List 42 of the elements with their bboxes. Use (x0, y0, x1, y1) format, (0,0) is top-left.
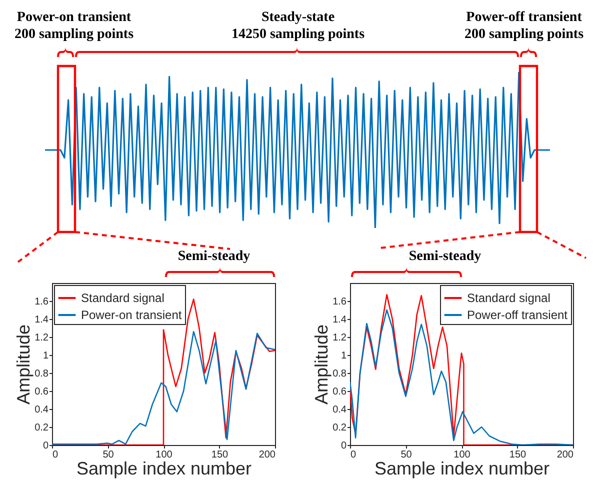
y-tick-label: 1.2 (332, 332, 347, 344)
y-tick-label: 0.6 (332, 386, 347, 398)
y-axis-title: Amplitude (14, 324, 34, 405)
y-tick-label: 0.8 (34, 368, 49, 380)
legend-label: Standard signal (467, 291, 550, 305)
x-tick-label: 0 (350, 450, 356, 460)
legend-label: Power-off transient (467, 308, 568, 322)
y-tick-label: 1.4 (332, 314, 347, 326)
text: Power-off transient 200 sampling points (464, 10, 584, 42)
x-tick-label: 50 (400, 450, 412, 460)
y-axis-title: Amplitude (312, 324, 332, 405)
y-tick-label: 1 (340, 350, 347, 362)
x-tick-label: 100 (156, 450, 173, 460)
y-tick-label: 1.6 (34, 296, 49, 308)
text: Steady-state 14250 sampling points (231, 10, 366, 42)
legend-label: Power-on transient (81, 308, 182, 322)
legend-label: Standard signal (81, 291, 164, 305)
x-tick-label: 200 (258, 450, 276, 460)
x-tick-label: 200 (556, 450, 574, 460)
x-tick-label: 100 (454, 450, 471, 460)
text: Semi-steady (408, 249, 482, 264)
x-axis-title: Sample index number (76, 458, 252, 478)
y-tick-label: 1 (42, 350, 49, 362)
x-tick-label: 50 (102, 450, 114, 460)
y-tick-label: 0.2 (332, 422, 347, 434)
x-tick-label: 150 (509, 450, 527, 460)
text: Semi-steady (178, 249, 250, 264)
y-tick-label: 0.4 (332, 404, 347, 416)
y-tick-label: 0 (340, 440, 347, 452)
y-tick-label: 0.2 (34, 422, 49, 434)
x-tick-label: 0 (52, 450, 58, 460)
text: Power-on transient 200 sampling points (14, 10, 134, 42)
y-tick-label: 1.2 (34, 332, 49, 344)
y-tick-label: 0.8 (332, 368, 347, 380)
y-tick-label: 0.4 (34, 404, 49, 416)
y-tick-label: 0.6 (34, 386, 49, 398)
y-tick-label: 0 (42, 440, 49, 452)
x-axis-title: Sample index number (374, 458, 550, 478)
y-tick-label: 1.4 (34, 314, 49, 326)
y-tick-label: 1.6 (332, 296, 347, 308)
x-tick-label: 150 (211, 450, 229, 460)
line-series (52, 330, 275, 445)
